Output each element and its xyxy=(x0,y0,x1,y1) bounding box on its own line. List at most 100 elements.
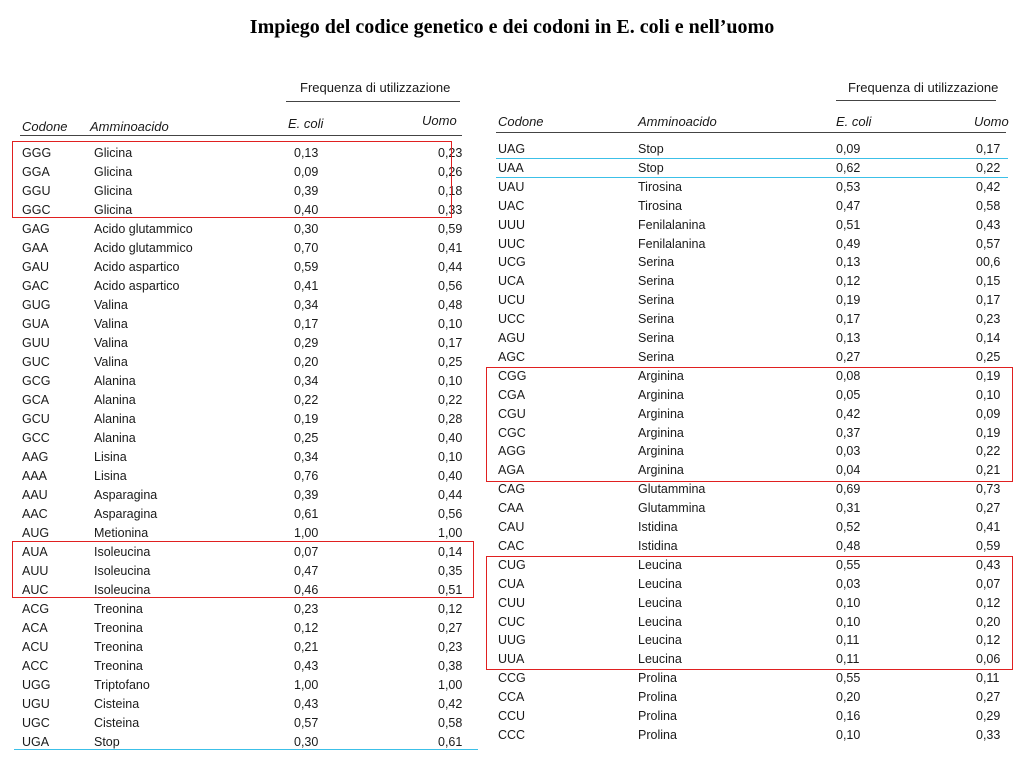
codon-cell: CCC xyxy=(498,727,526,742)
ecoli-frequency-cell: 0,25 xyxy=(294,431,319,445)
frequency-header: Frequenza di utilizzazione xyxy=(848,80,999,95)
human-frequency-cell: 0,20 xyxy=(976,614,1001,629)
ecoli-frequency-cell: 0,76 xyxy=(294,469,319,483)
ecoli-frequency-cell: 0,70 xyxy=(294,241,319,255)
human-frequency-cell: 0,61 xyxy=(438,735,463,749)
human-frequency-cell: 0,22 xyxy=(976,160,1001,175)
amino-acid-cell: Serina xyxy=(638,293,675,308)
amino-acid-cell: Arginina xyxy=(638,425,684,440)
amino-acid-cell: Serina xyxy=(638,255,675,270)
codon-cell: GAG xyxy=(22,222,50,236)
table-row: AAG Lisina 0,34 0,10 xyxy=(14,450,484,469)
highlight-box-arginina xyxy=(486,367,1013,482)
ecoli-frequency-cell: 0,55 xyxy=(836,671,861,686)
codon-cell: AGU xyxy=(498,331,526,345)
ecoli-header: E. coli xyxy=(836,114,872,129)
highlight-box-glicina xyxy=(12,141,452,218)
amino-acid-cell: Alanina xyxy=(94,374,136,388)
amino-acid-cell: Treonina xyxy=(94,621,143,635)
table-row: ACG Treonina 0,23 0,12 xyxy=(14,602,484,621)
ecoli-frequency-cell: 0,61 xyxy=(294,507,319,521)
human-frequency-cell: 0,42 xyxy=(976,179,1001,194)
codon-header: Codone xyxy=(22,119,68,134)
column-header-rule xyxy=(20,135,462,136)
amino-acid-cell: Istidina xyxy=(638,538,678,553)
codon-cell: UUC xyxy=(498,236,526,251)
codon-cell: AAC xyxy=(22,507,48,521)
codon-cell: GGG xyxy=(22,146,52,160)
table-row: UGA Stop 0,30 0,61 xyxy=(14,735,484,754)
column-header-rule xyxy=(496,132,1006,133)
codon-cell: UAG xyxy=(498,142,526,156)
human-frequency-cell: 0,42 xyxy=(438,697,463,711)
ecoli-frequency-cell: 0,21 xyxy=(294,640,319,654)
ecoli-frequency-cell: 0,39 xyxy=(294,488,319,502)
human-frequency-cell: 0,10 xyxy=(438,450,463,464)
ecoli-frequency-cell: 0,43 xyxy=(294,697,319,711)
human-frequency-cell: 0,27 xyxy=(438,621,463,635)
amino-acid-header: Amminoacido xyxy=(90,119,169,134)
frequency-header-rule xyxy=(286,101,460,102)
ecoli-frequency-cell: 0,31 xyxy=(836,501,861,516)
table-row: ACU Treonina 0,21 0,23 xyxy=(14,640,484,659)
ecoli-frequency-cell: 0,10 xyxy=(836,595,861,610)
table-row: UGU Cisteina 0,43 0,42 xyxy=(14,697,484,716)
ecoli-frequency-cell: 0,47 xyxy=(836,198,861,213)
human-frequency-cell: 0,14 xyxy=(976,331,1001,345)
page-title: Impiego del codice genetico e dei codoni… xyxy=(249,16,775,38)
human-frequency-cell: 0,14 xyxy=(438,545,463,559)
amino-acid-cell: Triptofano xyxy=(94,678,150,692)
amino-acid-cell: Treonina xyxy=(94,659,143,673)
table-row: GUU Valina 0,29 0,17 xyxy=(14,336,484,355)
human-frequency-cell: 1,00 xyxy=(438,678,463,692)
ecoli-frequency-cell: 0,62 xyxy=(836,160,861,175)
human-frequency-cell: 0,57 xyxy=(976,236,1001,251)
ecoli-frequency-cell: 0,69 xyxy=(836,482,861,497)
ecoli-frequency-cell: 0,03 xyxy=(836,576,861,591)
codon-cell: CUA xyxy=(498,576,525,591)
human-frequency-cell: 0,19 xyxy=(976,425,1001,440)
codon-cell: GUC xyxy=(22,355,50,369)
amino-acid-cell: Acido glutammico xyxy=(94,222,193,236)
codon-cell: ACU xyxy=(22,640,49,654)
table-row: CUA Leucina 0,03 0,07 xyxy=(494,577,1014,596)
ecoli-frequency-cell: 0,11 xyxy=(836,652,860,667)
human-frequency-cell: 0,48 xyxy=(438,298,463,312)
human-frequency-cell: 0,23 xyxy=(438,146,463,160)
amino-acid-cell: Arginina xyxy=(638,406,684,421)
ecoli-frequency-cell: 0,48 xyxy=(836,538,861,553)
table-row: UGG Triptofano 1,00 1,00 xyxy=(14,678,484,697)
codon-cell: CUU xyxy=(498,595,526,610)
ecoli-frequency-cell: 0,16 xyxy=(836,709,861,723)
codon-cell: CGG xyxy=(498,368,527,383)
human-frequency-cell: 0,12 xyxy=(438,602,463,616)
ecoli-header: E. coli xyxy=(288,116,324,131)
amino-acid-cell: Leucina xyxy=(638,614,682,629)
amino-acid-cell: Glicina xyxy=(94,146,133,160)
table-row: GAC Acido aspartico 0,41 0,56 xyxy=(14,279,484,298)
codon-cell: UAC xyxy=(498,198,525,213)
codon-cell: GAC xyxy=(22,279,50,293)
codon-cell: UGC xyxy=(22,716,50,730)
ecoli-frequency-cell: 1,00 xyxy=(294,678,319,692)
ecoli-frequency-cell: 0,10 xyxy=(836,614,861,629)
human-frequency-cell: 0,27 xyxy=(976,501,1001,516)
ecoli-frequency-cell: 0,43 xyxy=(294,659,319,673)
table-row: CCU Prolina 0,16 0,29 xyxy=(494,709,1014,728)
human-frequency-cell: 0,10 xyxy=(438,374,463,388)
table-row: AGU Serina 0,13 0,14 xyxy=(494,331,1014,350)
amino-acid-cell: Alanina xyxy=(94,412,136,426)
amino-acid-cell: Arginina xyxy=(638,444,684,459)
amino-acid-cell: Cisteina xyxy=(94,697,140,711)
codon-cell: CAU xyxy=(498,520,525,534)
table-row: AUC Isoleucina 0,46 0,51 xyxy=(14,583,484,602)
ecoli-frequency-cell: 0,34 xyxy=(294,298,319,312)
human-frequency-cell: 0,22 xyxy=(438,393,463,407)
ecoli-frequency-cell: 0,46 xyxy=(294,583,319,597)
human-frequency-cell: 1,00 xyxy=(438,526,463,540)
amino-acid-cell: Tirosina xyxy=(638,198,682,213)
ecoli-frequency-cell: 0,37 xyxy=(836,425,861,440)
ecoli-frequency-cell: 0,49 xyxy=(836,236,861,251)
human-frequency-cell: 0,12 xyxy=(976,595,1001,610)
table-row: GGA Glicina 0,09 0,26 xyxy=(14,165,484,184)
